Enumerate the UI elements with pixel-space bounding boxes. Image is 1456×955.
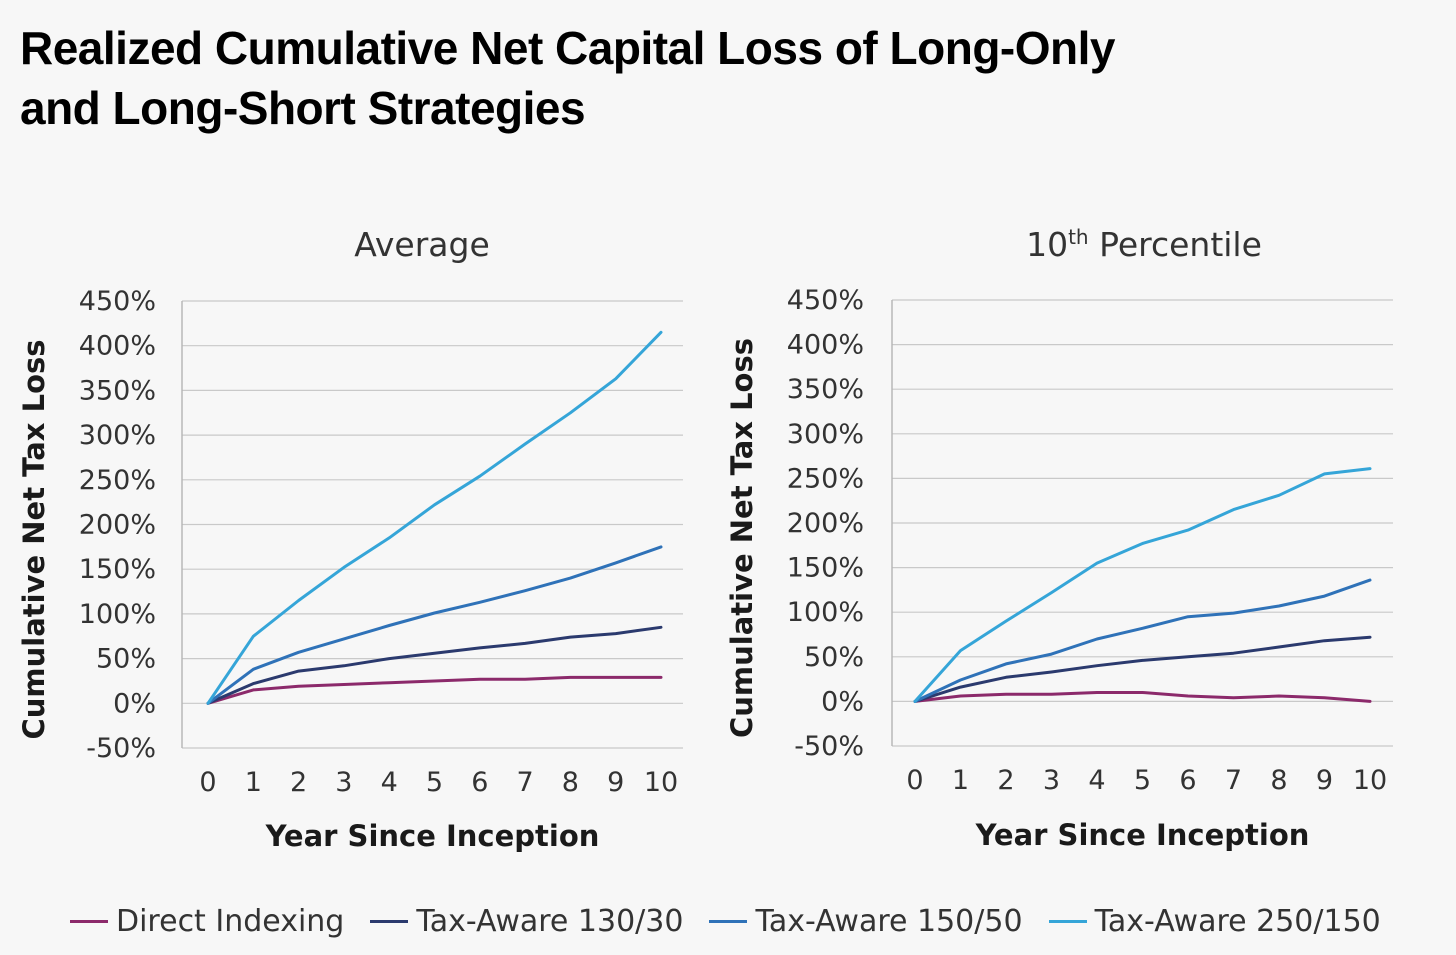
series-line-tax-aware-150-50 <box>206 545 663 705</box>
y-tick-label: 150% <box>79 554 156 585</box>
legend: Direct Indexing Tax-Aware 130/30 Tax-Aware… <box>70 896 1407 946</box>
series-line-tax-aware-130-30 <box>913 635 1372 703</box>
y-tick-label: 250% <box>787 463 864 494</box>
y-tick-label: 200% <box>787 508 864 539</box>
legend-swatch <box>370 919 409 923</box>
y-tick-label: -50% <box>86 733 156 764</box>
chart-panel-0: Average -50% 0% 50% 100% 150% 200% 250% 300% 350%… <box>17 225 683 853</box>
x-axis-title: Year Since Inception <box>265 819 600 853</box>
x-tick-label: 3 <box>1043 765 1060 796</box>
y-tick-label: 350% <box>787 374 864 405</box>
y-tick-label: 350% <box>79 375 156 406</box>
x-tick-label: 9 <box>607 767 624 798</box>
y-tick-label: 150% <box>787 553 864 584</box>
x-tick-label: 5 <box>426 767 443 798</box>
y-tick-label: 250% <box>79 465 156 496</box>
page-title-line-1: Realized Cumulative Net Capital Loss of … <box>20 22 1115 74</box>
legend-item: Tax-Aware 250/150 <box>1048 903 1381 939</box>
series-line-direct-indexing <box>206 675 663 705</box>
y-tick-label: 400% <box>79 331 156 362</box>
x-tick-label: 6 <box>471 767 488 798</box>
y-tick-label: 50% <box>804 642 864 673</box>
x-tick-label: 6 <box>1179 765 1196 796</box>
x-tick-label: 3 <box>335 767 352 798</box>
x-tick-label: 7 <box>1225 765 1242 796</box>
y-tick-label: 100% <box>79 599 156 630</box>
y-tick-label: 300% <box>79 420 156 451</box>
chart-title: 10th Percentile <box>1026 225 1262 264</box>
series-line-direct-indexing <box>913 691 1372 703</box>
x-tick-label: 5 <box>1134 765 1151 796</box>
series-line-tax-aware-250-150 <box>206 330 663 705</box>
chart-title: Average <box>354 225 490 264</box>
series-line-tax-aware-250-150 <box>913 467 1372 703</box>
page-title-line-2: and Long-Short Strategies <box>20 82 586 134</box>
x-axis-title: Year Since Inception <box>975 818 1310 852</box>
x-tick-label: 4 <box>381 767 398 798</box>
y-tick-label: 450% <box>79 286 156 317</box>
x-tick-label: 0 <box>199 767 216 798</box>
y-axis-title: Cumulative Net Tax Loss <box>17 339 51 739</box>
y-tick-label: 300% <box>787 419 864 450</box>
y-tick-label: 100% <box>787 597 864 628</box>
series-line-tax-aware-150-50 <box>913 578 1372 703</box>
x-tick-label: 10 <box>644 767 678 798</box>
page-title: Realized Cumulative Net Capital Loss of … <box>20 18 1220 138</box>
x-tick-label: 2 <box>997 765 1014 796</box>
legend-item: Tax-Aware 130/30 <box>370 904 683 939</box>
legend-label: Direct Indexing <box>116 903 345 939</box>
x-tick-label: 4 <box>1088 765 1105 796</box>
x-tick-label: 9 <box>1316 765 1333 796</box>
y-axis-title: Cumulative Net Tax Loss <box>725 338 759 738</box>
x-tick-label: 2 <box>290 767 307 798</box>
x-tick-label: 1 <box>952 765 969 796</box>
legend-item: Tax-Aware 150/50 <box>709 903 1023 939</box>
chart-panel-1: 10th Percentile -50% 0% 50% 100% 150% 200% 250%… <box>725 225 1393 852</box>
series-line-tax-aware-130-30 <box>206 625 663 705</box>
x-tick-label: 7 <box>517 767 534 798</box>
y-tick-label: 400% <box>787 330 864 361</box>
legend-swatch <box>709 919 748 923</box>
y-tick-label: 0% <box>113 688 156 719</box>
x-tick-label: 8 <box>1270 765 1287 796</box>
legend-label: Tax-Aware 130/30 <box>416 903 684 939</box>
y-tick-label: -50% <box>794 731 864 762</box>
y-tick-label: 450% <box>787 285 864 316</box>
legend-label: Tax-Aware 250/150 <box>1094 903 1381 939</box>
x-tick-label: 1 <box>245 767 262 798</box>
x-tick-label: 0 <box>906 765 923 796</box>
x-tick-label: 10 <box>1353 765 1387 796</box>
x-tick-label: 8 <box>562 767 579 798</box>
y-tick-label: 0% <box>821 686 864 717</box>
y-tick-label: 200% <box>79 510 156 541</box>
legend-item: Direct Indexing <box>70 904 344 939</box>
legend-label: Tax-Aware 150/50 <box>755 903 1023 939</box>
y-tick-label: 50% <box>96 644 156 675</box>
legend-swatch <box>1048 919 1087 923</box>
legend-swatch <box>70 919 108 923</box>
